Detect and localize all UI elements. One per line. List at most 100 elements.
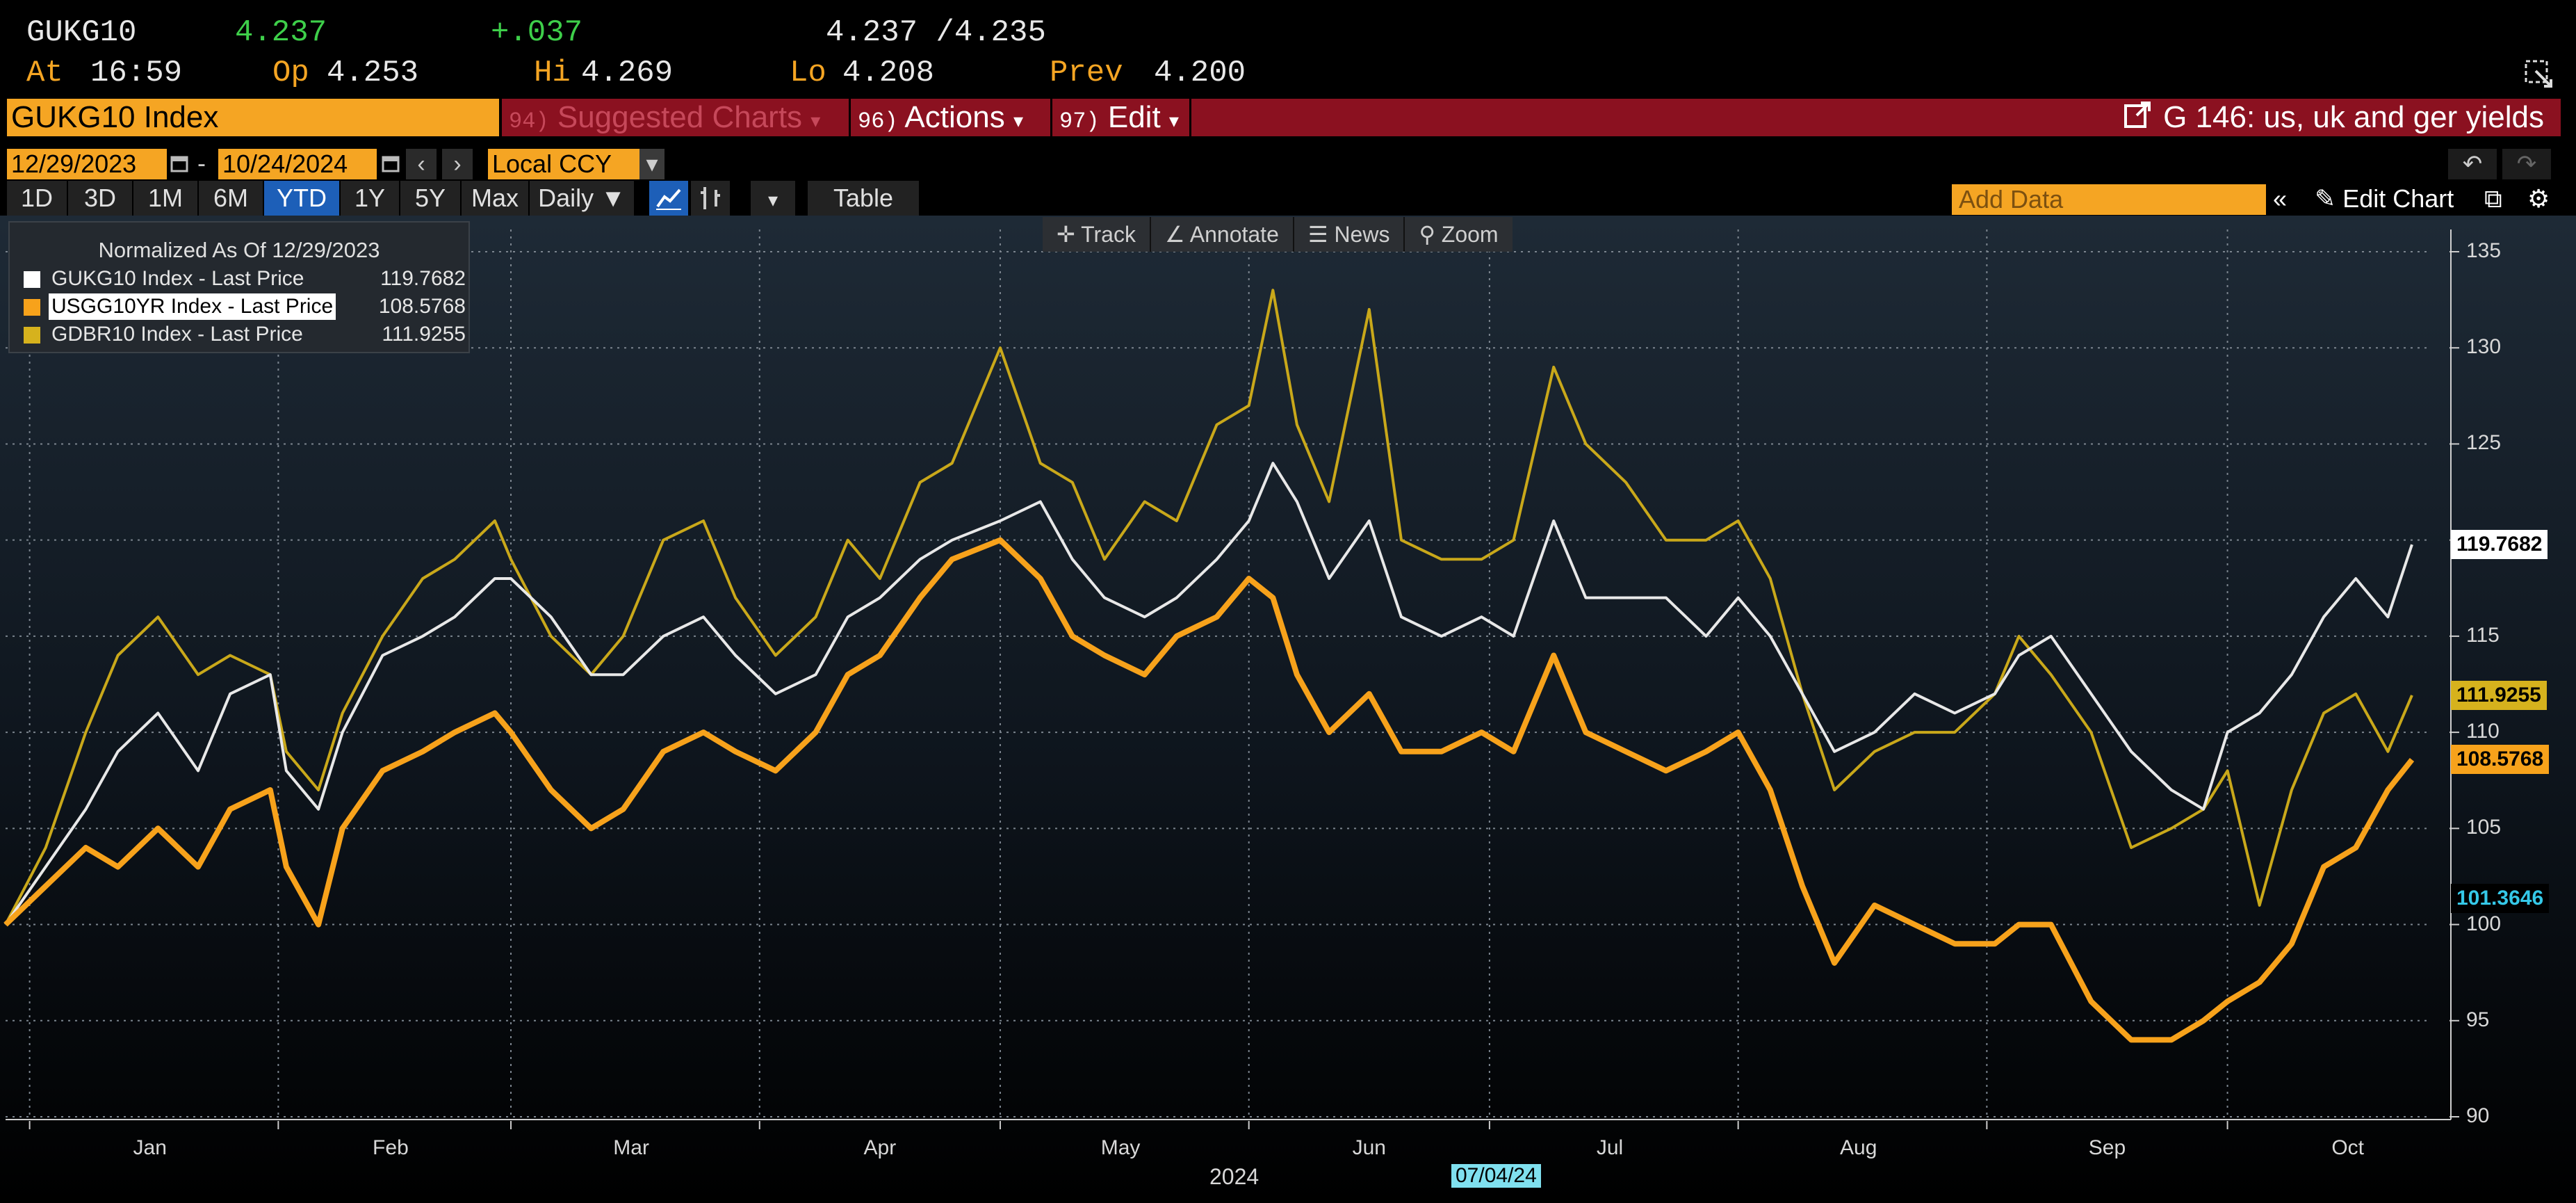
x-tick-label: Jan [133,1136,167,1159]
chart-title[interactable]: G 146: us, uk and ger yields [2123,99,2544,136]
y-tick-label: 105 [2466,816,2502,839]
news-button[interactable]: ☰ News [1294,217,1405,252]
ticker: GUKG10 [26,15,137,50]
edit-button[interactable]: 97) Edit ▾ [1052,99,1191,136]
annotate-button[interactable]: ∠ Annotate [1151,217,1294,252]
collapse-button[interactable]: « [2273,182,2287,216]
x-tick-label: Oct [2331,1136,2365,1159]
edit-chart-label: Edit Chart [2342,184,2454,213]
crosshair-date: 07/04/24 [1451,1164,1541,1188]
prev-label: Prev [1050,56,1123,90]
last-value-tag: 101.3646 [2451,883,2550,913]
chart-area[interactable]: 9095100105110115120125130135 JanFebMarAp… [0,216,2576,1203]
edit-label: Edit [1107,100,1161,134]
high-value: 4.269 [581,56,674,90]
track-label: Track [1081,222,1136,247]
y-tick-label: 135 [2466,239,2502,262]
x-tick-label: Jun [1352,1136,1386,1159]
tab-6m[interactable]: 6M [199,181,263,216]
currency-select[interactable]: Local CCY [488,149,639,179]
y-tick-label: 115 [2466,623,2500,647]
tab-5y[interactable]: 5Y [400,181,460,216]
actions-button[interactable]: 96) Actions ▾ [851,99,1052,136]
table-button[interactable]: Table [808,181,919,216]
caret-down-icon: ▾ [1013,110,1023,131]
end-date-field[interactable]: 10/24/2024 [218,149,377,179]
gear-icon: ⚙ [2527,184,2550,213]
suggested-charts-button[interactable]: 94) Suggested Charts ▾ [502,99,851,136]
suggested-num: 94) [509,108,549,134]
tab-ytd[interactable]: YTD [264,181,339,216]
x-tick-label: Feb [373,1136,409,1159]
tab-3d[interactable]: 3D [68,181,132,216]
undock-icon[interactable] [2523,58,2555,90]
x-tick-label: Mar [613,1136,649,1159]
ohlc-icon [701,187,720,209]
actions-num: 96) [858,108,898,134]
redo-icon: ↷ [2516,151,2537,177]
legend-item[interactable]: USGG10YR Index - Last Price 108.5768 [24,293,466,320]
legend-value: 111.9255 [382,323,466,346]
legend-item[interactable]: GDBR10 Index - Last Price 111.9255 [24,321,466,348]
x-tick-label: Jul [1596,1136,1624,1159]
legend-swatch [24,327,40,344]
legend-header: Normalized As Of 12/29/2023 [98,238,380,262]
y-tick-label: 130 [2466,335,2502,359]
chart-type-dropdown[interactable]: ▾ [751,181,795,216]
pencil-icon: ✎ [2315,184,2336,213]
start-date-field[interactable]: 12/29/2023 [7,149,167,179]
edit-chart-button[interactable]: ✎ Edit Chart [2315,182,2454,216]
last-value-tag: 108.5768 [2451,745,2550,775]
bar-chart-button[interactable] [691,181,730,216]
at-time: 16:59 [90,56,183,90]
security-field[interactable]: GUKG10 Index [7,99,499,136]
tab-1y[interactable]: 1Y [341,181,399,216]
settings-button[interactable]: ⚙ [2527,182,2550,216]
suggested-label: Suggested Charts [557,100,803,134]
y-tick-label: 125 [2466,431,2502,455]
legend-swatch [24,299,40,316]
series-line [4,289,2413,926]
frequency-select[interactable]: Daily ▼ [530,181,634,216]
caret-down-icon: ▼ [601,184,626,212]
series-line [4,462,2413,926]
calendar-icon[interactable] [381,150,402,178]
edit-num: 97) [1059,108,1100,134]
series-lines [3,289,2415,1043]
title-bar: 94) Suggested Charts ▾ 96) Actions ▾ 97)… [502,99,2561,136]
zoom-label: Zoom [1441,222,1499,247]
x-tick-label: Sep [2088,1136,2126,1159]
undo-button[interactable]: ↶ [2448,149,2497,179]
gridlines [6,229,2430,1120]
legend-name: USGG10YR Index - Last Price [49,293,336,320]
calendar-icon[interactable] [170,150,190,178]
tab-1m[interactable]: 1M [133,181,197,216]
track-button[interactable]: ✛ Track [1043,217,1151,252]
tab-1d[interactable]: 1D [7,181,67,216]
crosshair-icon: ✛ [1057,222,1075,247]
high-label: Hi [534,56,571,90]
year-label: 2024 [1209,1164,1260,1189]
chart-toolbar: ✛ Track ∠ Annotate ☰ News ⚲ Zoom [1043,217,1513,252]
line-chart-button[interactable] [649,181,688,216]
next-period-button[interactable]: › [442,149,473,179]
zoom-button[interactable]: ⚲ Zoom [1405,217,1512,252]
redo-button[interactable]: ↷ [2502,149,2551,179]
chart-canvas[interactable] [0,216,2576,1203]
caret-down-icon[interactable]: ▾ [639,149,665,179]
open-label: Op [272,56,309,90]
add-data-input[interactable]: Add Data [1952,184,2266,215]
tab-max[interactable]: Max [462,181,528,216]
chart-edit-tool-button[interactable]: ⧉ [2484,182,2502,216]
y-tick-label: 95 [2466,1008,2490,1031]
chart-legend[interactable]: Normalized As Of 12/29/2023 GUKG10 Index… [8,221,470,353]
news-icon: ☰ [1307,222,1328,247]
prev-period-button[interactable]: ‹ [406,149,437,179]
bid-ask: 4.237 /4.235 [826,15,1046,50]
chevron-right-icon: › [453,151,462,177]
low-label: Lo [790,56,826,90]
annotate-label: Annotate [1189,222,1279,247]
legend-name: GDBR10 Index - Last Price [51,323,303,346]
legend-item[interactable]: GUKG10 Index - Last Price 119.7682 [24,266,466,292]
y-tick-label: 90 [2466,1104,2490,1127]
